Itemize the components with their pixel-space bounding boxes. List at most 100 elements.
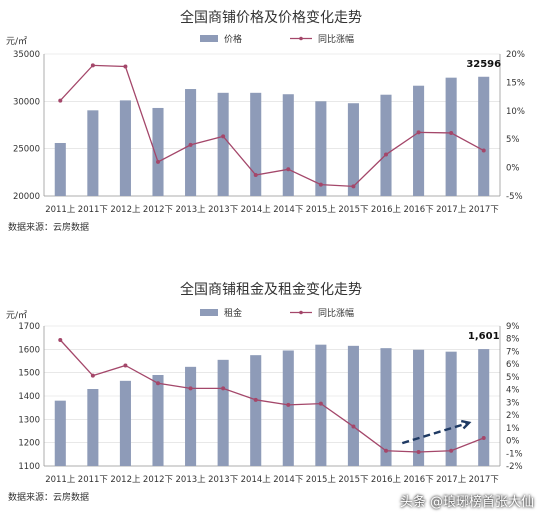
y-right-tick-label: -1% [506, 449, 523, 459]
bar-价格 [87, 110, 99, 196]
data-source: 数据来源：云房数据 [8, 491, 89, 503]
y-axis-unit: 元/㎡ [6, 36, 27, 47]
y-right-tick-label: -2% [506, 462, 523, 472]
line-point [481, 436, 486, 440]
line-point [253, 172, 258, 177]
line-point [58, 338, 63, 342]
y-left-tick-label: 1200 [18, 439, 40, 449]
bar-租金 [380, 348, 392, 466]
x-tick-label: 2011下 [78, 205, 109, 215]
y-right-tick-label: 20% [506, 50, 525, 60]
bar-租金 [152, 375, 164, 466]
x-tick-label: 2016下 [404, 205, 435, 215]
x-tick-label: 2011下 [78, 475, 109, 485]
line-同比涨幅 [59, 64, 485, 188]
bar-租金 [478, 349, 490, 466]
line-point [384, 152, 388, 157]
line-point [221, 134, 226, 139]
line-point [221, 386, 226, 391]
x-tick-label: 2012上 [110, 475, 141, 485]
price-chart-panel: 全国商铺价格及价格变化走势 价格 同比涨幅 元/㎡ 20000 25000 30000 350… [0, 0, 542, 240]
line-point [156, 159, 160, 164]
legend-bar-swatch [200, 35, 218, 42]
y-right-tick-label: 9% [506, 322, 520, 332]
bar-租金 [413, 349, 425, 466]
bar-价格 [380, 94, 392, 196]
y-right-tick-label: 5% [506, 373, 520, 383]
bar-租金 [217, 359, 229, 466]
line-point [188, 142, 193, 147]
x-tick-label: 2017下 [469, 475, 500, 485]
line-point [481, 148, 486, 153]
line-point [123, 64, 128, 69]
y-right-tick-label: 0% [506, 164, 520, 174]
y-right-tick-label: 7% [506, 347, 520, 357]
bar-租金 [185, 366, 197, 466]
bar-价格 [250, 92, 262, 196]
legend-line-marker [299, 310, 303, 315]
bar-价格 [347, 103, 359, 196]
x-tick-label: 2014下 [273, 205, 304, 215]
bar-价格 [119, 100, 131, 196]
bar-租金 [54, 400, 66, 466]
bar-价格 [315, 101, 327, 196]
x-tick-label: 2012下 [143, 475, 174, 485]
line-point [351, 424, 356, 429]
chart-title: 全国商铺价格及价格变化走势 [180, 9, 362, 26]
line-point [449, 448, 454, 453]
bar-租金 [282, 350, 294, 466]
line-point [286, 402, 291, 407]
watermark: 头条 @琅琊榜首张大仙 [399, 495, 534, 510]
line-同比涨幅 [59, 339, 484, 453]
legend-line-label: 同比涨幅 [318, 307, 354, 319]
data-source: 数据来源：云房数据 [8, 221, 89, 233]
line-point [156, 381, 160, 386]
bar-价格 [413, 85, 425, 196]
bar-租金 [347, 345, 359, 466]
bar-租金 [250, 355, 262, 466]
y-right-tick-label: -5% [506, 192, 523, 202]
bar-价格 [478, 76, 490, 196]
bar-价格 [185, 89, 197, 196]
x-tick-label: 2012下 [143, 205, 174, 215]
y-right-tick-label: 5% [506, 135, 520, 145]
y-right-tick-label: 4% [506, 386, 520, 396]
legend-bar-label: 租金 [224, 307, 242, 319]
x-tick-label: 2015上 [306, 205, 337, 215]
last-value-callout: 32596 [466, 59, 501, 70]
line-point [188, 386, 193, 391]
bar-价格 [445, 77, 457, 196]
legend-line-marker [299, 36, 303, 41]
x-tick-label: 2011上 [45, 205, 76, 215]
bar-租金 [119, 380, 131, 466]
line-point [318, 401, 323, 406]
x-tick-label: 2016上 [371, 205, 402, 215]
line-point [384, 448, 388, 453]
rent-chart-panel: 全国商铺租金及租金变化走势 租金 同比涨幅 元/㎡ 1100 1200 1300 1400 15… [0, 270, 542, 516]
y-right-tick-label: 3% [506, 398, 520, 408]
y-right-tick-label: 2% [506, 411, 520, 421]
bar-价格 [282, 94, 294, 196]
last-value-callout: 1,601 [468, 331, 500, 342]
line-point [286, 167, 291, 172]
y-right-tick-label: 8% [506, 335, 520, 345]
y-right-tick-label: 0% [506, 437, 520, 447]
y-left-tick-label: 1600 [18, 345, 40, 355]
line-point [58, 98, 63, 103]
y-axis-unit: 元/㎡ [6, 310, 27, 321]
y-left-tick-label: 35000 [13, 50, 40, 60]
x-tick-label: 2017下 [469, 205, 500, 215]
x-tick-label: 2017上 [436, 475, 467, 485]
x-tick-label: 2014下 [273, 475, 304, 485]
bar-价格 [217, 92, 229, 196]
x-tick-label: 2015下 [338, 205, 369, 215]
x-tick-label: 2014上 [241, 205, 272, 215]
y-left-tick-label: 25000 [13, 145, 40, 155]
legend-bar-swatch [200, 309, 218, 316]
x-tick-label: 2017上 [436, 205, 467, 215]
chart-title: 全国商铺租金及租金变化走势 [180, 281, 362, 298]
line-point [318, 182, 323, 187]
y-right-tick-label: 10% [506, 107, 525, 117]
x-tick-label: 2013上 [176, 205, 207, 215]
